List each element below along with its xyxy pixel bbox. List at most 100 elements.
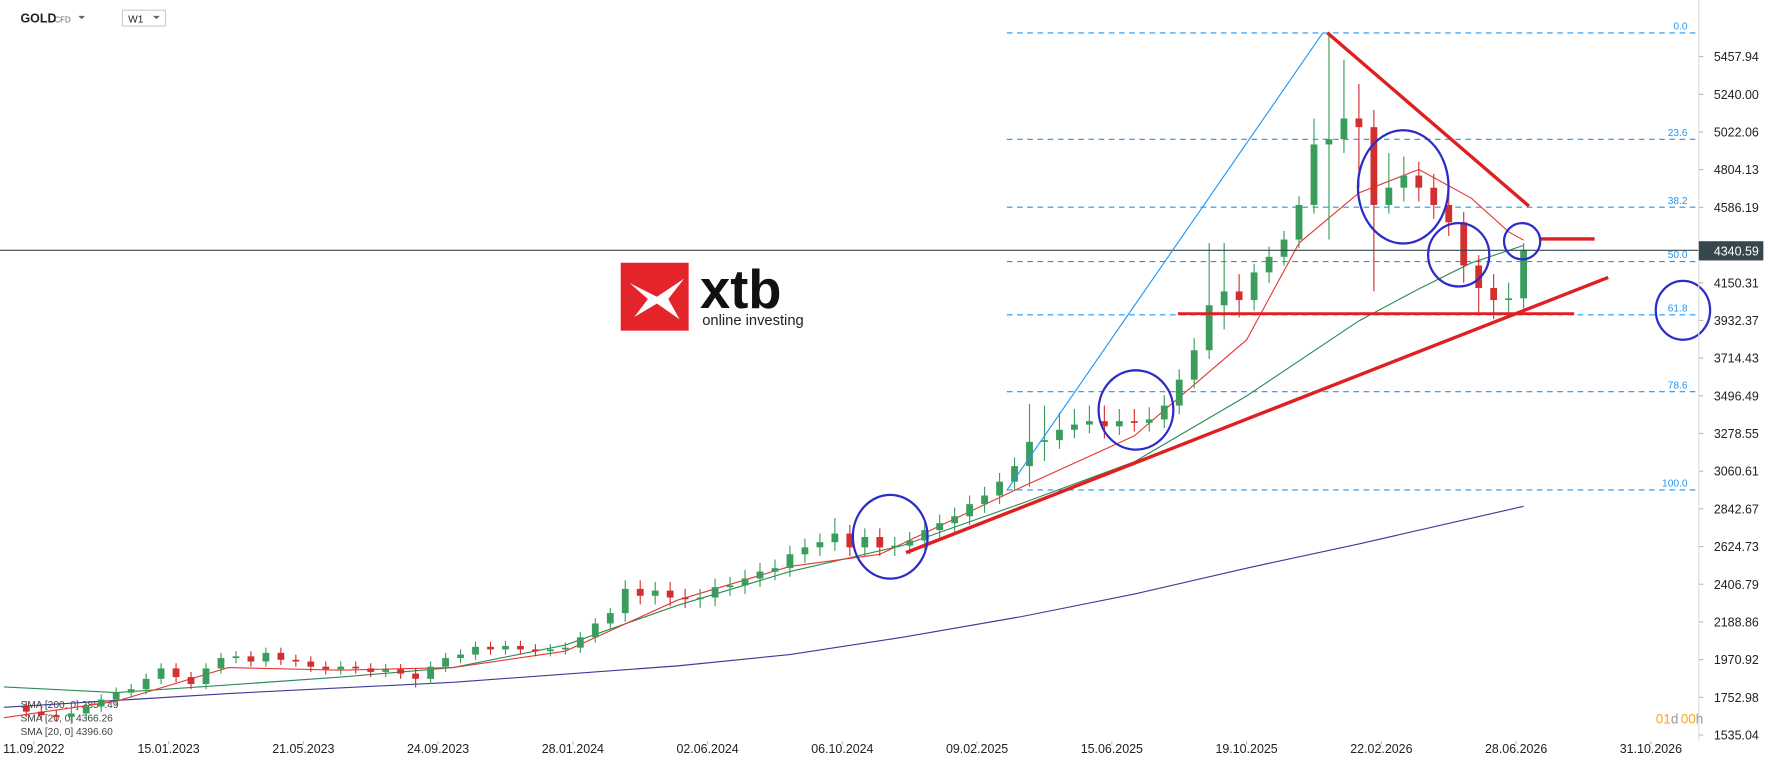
legend-entry: SMA [20, 0] 4366.26 (21, 713, 114, 724)
candle-body (951, 516, 959, 524)
countdown-unit: h (1696, 712, 1704, 727)
candle-body (22, 706, 30, 712)
candle-body (726, 585, 734, 588)
candle-body (292, 659, 300, 662)
y-tick-label: 3278.55 (1714, 427, 1759, 441)
x-tick-label: 28.01.2024 (542, 742, 604, 756)
candle-body (1295, 204, 1303, 240)
candle-body (457, 654, 464, 659)
candle-body (981, 495, 988, 505)
interval-box[interactable] (121, 9, 167, 27)
candle-body (277, 652, 285, 660)
candle-body (1475, 265, 1483, 288)
candle-body (532, 649, 539, 652)
x-tick-label: 06.10.2024 (811, 742, 873, 756)
circle (1097, 369, 1175, 451)
candle-body (382, 669, 390, 672)
legend-entry: SMA [20, 0] 4396.60 (21, 727, 114, 738)
x-tick-label: 15.06.2025 (1081, 742, 1143, 756)
candle-body (217, 658, 225, 669)
dropdown-caret[interactable] (78, 15, 86, 20)
candle-body (816, 542, 824, 548)
candle-body (1056, 429, 1063, 441)
x-tick-label: 02.06.2024 (676, 742, 738, 756)
x-tick-label: 22.02.2026 (1350, 742, 1412, 756)
candle-body (307, 661, 315, 667)
candle-body (1235, 291, 1243, 301)
candle-body (1385, 187, 1393, 205)
candle-body (786, 554, 794, 569)
candle-body (187, 677, 195, 685)
y-tick-label: 2842.67 (1714, 502, 1759, 516)
candle-body (202, 668, 210, 685)
logo-x (629, 278, 685, 320)
candle-body (97, 699, 105, 707)
circle (1654, 279, 1712, 341)
candle-body (1250, 272, 1258, 301)
candle-body (651, 590, 659, 596)
legend-entry: SMA [200, 0] 2857.49 (21, 700, 119, 711)
candle-body (1430, 187, 1438, 205)
candle-body (771, 568, 779, 572)
candle-body (1520, 249, 1528, 299)
candle-body (442, 658, 449, 667)
y-tick-label: 4150.31 (1714, 276, 1759, 290)
candle-body (412, 673, 420, 679)
dropdown-caret[interactable] (153, 15, 160, 20)
candle-body (891, 545, 899, 548)
candle-body (681, 597, 689, 600)
y-tick-label: 5022.06 (1714, 126, 1759, 140)
x-tick-label: 15.01.2023 (137, 742, 199, 756)
candle-body (1490, 287, 1498, 301)
candle-body (1370, 127, 1378, 205)
fib-label: 78.6 (1668, 380, 1688, 391)
candle-body (1340, 118, 1348, 140)
candle-body (1400, 175, 1408, 188)
y-tick-label: 1535.04 (1714, 729, 1759, 743)
candle-body (367, 668, 375, 672)
candle-body (996, 481, 1003, 496)
y-tick-label: 5457.94 (1714, 50, 1759, 64)
candle-body (1445, 204, 1453, 223)
countdown-days: 01 (1656, 712, 1671, 727)
candle-body (337, 666, 345, 670)
candle-body (1115, 421, 1123, 427)
sma-line (3, 168, 1524, 719)
circles (851, 129, 1712, 580)
countdown: 01d 00h (1656, 712, 1704, 727)
candle-body (756, 571, 764, 579)
x-tick-label: 11.09.2022 (3, 742, 64, 756)
interval[interactable]: W1 (128, 15, 144, 26)
y-tick-label: 2188.86 (1714, 615, 1759, 629)
fib-label: 23.6 (1668, 128, 1688, 139)
y-tick-label: 1752.98 (1714, 691, 1759, 705)
candle-body (67, 713, 75, 717)
price-badge-label: 4340.59 (1714, 244, 1759, 258)
candle-body (397, 669, 405, 674)
candle-body (921, 530, 929, 541)
candle-body (966, 504, 974, 517)
fib-label: 61.8 (1668, 303, 1688, 314)
fib-label: 0.0 (1673, 22, 1687, 33)
y-tick-label: 5240.00 (1714, 88, 1759, 102)
symbol[interactable]: GOLD (21, 12, 57, 26)
candle-body (142, 678, 150, 690)
candle-body (801, 547, 809, 555)
candle-body (1265, 256, 1273, 273)
candle-body (1100, 421, 1108, 427)
candle-body (1355, 118, 1363, 128)
candle-body (936, 523, 944, 531)
y-tick-label: 4804.13 (1714, 163, 1759, 177)
candle-body (846, 533, 854, 548)
candle-body (52, 715, 60, 717)
candle-body (1175, 379, 1183, 406)
y-tick-label: 3714.43 (1714, 352, 1759, 366)
candle-body (876, 537, 884, 548)
x-tick-label: 19.10.2025 (1215, 742, 1277, 756)
candle-body (1415, 175, 1423, 188)
countdown-hours: 00 (1681, 712, 1697, 727)
candle-body (1280, 239, 1288, 257)
circle (1427, 221, 1491, 288)
